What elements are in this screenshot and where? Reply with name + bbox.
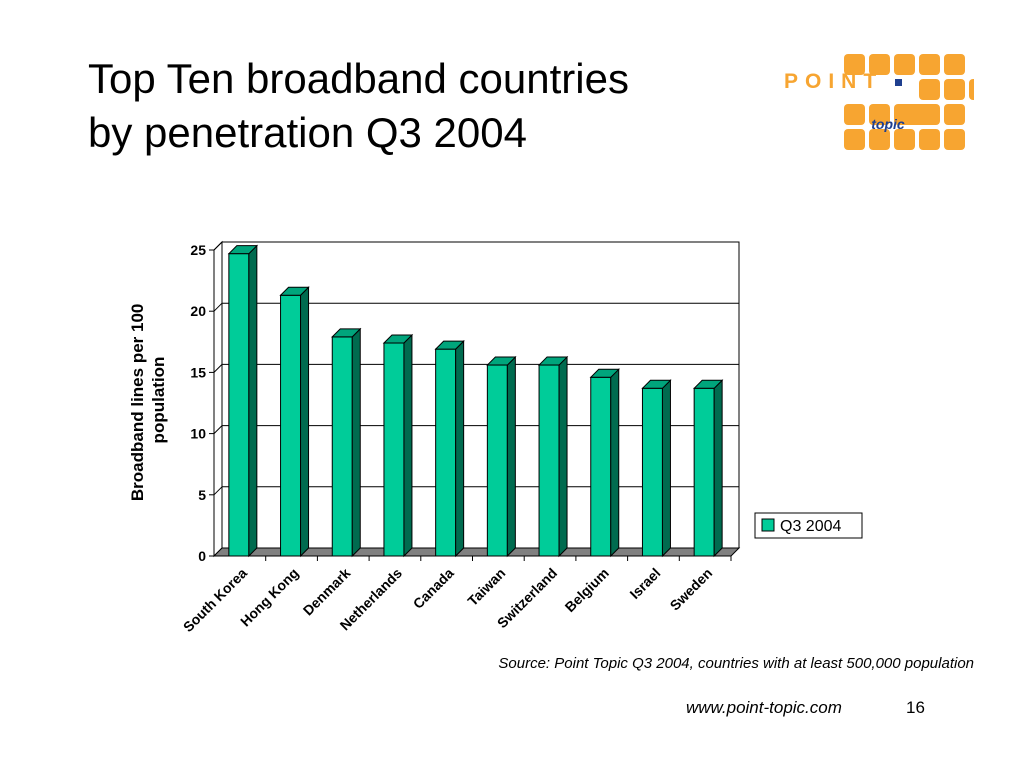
bar [641, 379, 672, 558]
bar-front [486, 364, 508, 557]
point-topic-logo: POINT topic [784, 54, 974, 150]
slide-title-line-2: by penetration Q3 2004 [88, 109, 527, 156]
logo-tile-grid [844, 54, 974, 150]
source-note: Source: Point Topic Q3 2004, countries w… [498, 655, 974, 672]
bar-top [486, 356, 517, 366]
gridline-side [213, 425, 223, 434]
bar [692, 379, 724, 558]
page-number: 16 [906, 698, 925, 717]
logo-tile [869, 54, 890, 75]
bar [331, 327, 362, 558]
bar-front [538, 364, 560, 557]
bar-side [300, 286, 310, 558]
logo-tile [944, 104, 965, 125]
logo-tile [919, 79, 940, 100]
y-axis-title-line-1: Broadband lines per 100 [128, 304, 147, 501]
bar-side [661, 379, 671, 558]
x-tick-label: Canada [410, 565, 457, 612]
bar [382, 333, 414, 558]
bar-side [403, 333, 413, 558]
logo-tile [844, 129, 865, 150]
logo-tile [919, 129, 940, 150]
logo-tile [969, 79, 974, 100]
bar-side [455, 339, 465, 558]
bar-top [331, 328, 362, 338]
gridline-side [213, 486, 223, 496]
bar-top [434, 340, 465, 350]
side-wall [213, 240, 223, 558]
bar [537, 355, 569, 558]
logo-tile [944, 54, 965, 75]
x-tick-label: South Korea [180, 565, 250, 635]
logo-tile [869, 129, 890, 150]
bar-front [693, 387, 715, 557]
gridline-side [213, 302, 223, 312]
bar-front [280, 294, 302, 557]
logo-word: POINT [784, 70, 883, 93]
legend-label: Q3 2004 [780, 518, 841, 535]
bar-top [537, 356, 569, 366]
y-tick-label: 10 [190, 426, 206, 442]
logo-tile [944, 129, 965, 150]
legend-swatch [761, 518, 775, 532]
logo-sub: topic [871, 116, 905, 132]
gridline-side [213, 241, 223, 251]
y-tick-label: 5 [198, 487, 206, 503]
bar-front [228, 253, 250, 557]
bar-top [692, 379, 724, 389]
x-tick-label: Belgium [562, 565, 612, 615]
logo-tile [869, 104, 890, 125]
bar-side [506, 355, 516, 558]
legend: Q3 2004 [754, 512, 863, 539]
slide-title-line-1: Top Ten broadband countries [88, 55, 629, 102]
bar-front [383, 342, 405, 557]
bar-front [435, 348, 457, 557]
logo-tile [844, 54, 865, 75]
bar-front [641, 387, 663, 557]
x-tick-label: Denmark [300, 565, 354, 619]
footer-url[interactable]: www.point-topic.com [686, 698, 842, 717]
logo-tile [894, 54, 915, 75]
bar-top [227, 245, 259, 255]
logo-tile [944, 79, 965, 100]
y-axis-title-line-2: population [149, 357, 168, 444]
bar [227, 244, 259, 558]
bars [227, 244, 724, 558]
bar-side [558, 355, 568, 558]
logo-tile [894, 129, 915, 150]
bar-top [382, 334, 414, 344]
bar-front [331, 336, 353, 557]
y-tick-label: 15 [190, 364, 206, 380]
y-axis-title: Broadband lines per 100 population [128, 299, 168, 501]
logo-tile [844, 104, 865, 125]
x-tick-label: Taiwan [464, 565, 508, 609]
bar-top [589, 368, 620, 378]
y-axis-ticks: 0 5 10 15 20 25 [190, 242, 215, 564]
bar [434, 339, 465, 558]
bar-side [351, 327, 361, 558]
bar [486, 355, 517, 558]
bar-front [590, 376, 612, 557]
logo-dot [895, 79, 902, 86]
bar-top [641, 379, 672, 389]
y-tick-label: 0 [198, 548, 206, 564]
logo-tile [919, 54, 940, 75]
slide-title: Top Ten broadband countries by penetrati… [88, 52, 629, 160]
bar-side [248, 244, 258, 558]
gridline-side [213, 364, 223, 373]
bar-side [713, 379, 723, 558]
y-tick-label: 20 [190, 303, 206, 319]
y-tick-label: 25 [190, 242, 206, 258]
bar-top [279, 286, 310, 296]
bar-side [610, 368, 620, 558]
x-tick-label: Israel [626, 565, 663, 602]
x-tick-label: Sweden [667, 565, 716, 614]
bar [589, 368, 620, 558]
logo-tile-wide [894, 104, 940, 125]
bar [279, 286, 310, 558]
